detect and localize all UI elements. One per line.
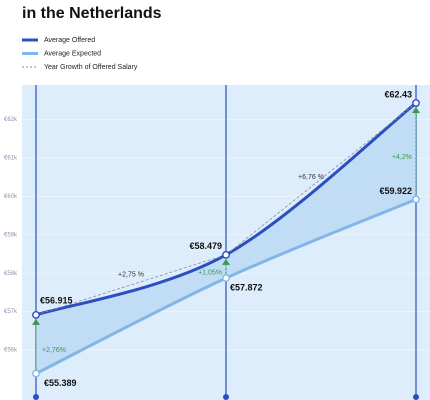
gap-arrowhead (222, 258, 230, 265)
point (32, 369, 40, 378)
growth-line (35, 102, 417, 316)
point (222, 274, 230, 283)
gap-area (36, 103, 416, 374)
point (32, 311, 40, 319)
category-dot (33, 394, 39, 400)
y-tick-label: €62k (4, 117, 18, 123)
value-label: €58.479 (189, 241, 222, 251)
y-tick-label: €57k (4, 309, 18, 315)
point (412, 99, 420, 107)
legend-label: Year Growth of Offered Salary (44, 64, 138, 71)
value-label: €59.922 (379, 186, 412, 196)
gap-label: +2,76% (42, 347, 66, 354)
y-tick-label: €56k (4, 348, 18, 354)
legend-label: Average Expected (44, 50, 101, 57)
y-tick-label: €58k (4, 271, 18, 277)
point (222, 250, 230, 259)
y-tick-label: €59k (4, 232, 18, 238)
gap-label: +1,05% (198, 269, 222, 276)
growth-label: +2,75 % (118, 272, 144, 279)
gap-label: +4,2% (392, 154, 412, 161)
value-label: €56.915 (40, 295, 73, 305)
y-tick-label: €61k (4, 156, 18, 162)
point (412, 195, 420, 204)
legend-label: Average Offered (44, 37, 95, 44)
value-label: €55.389 (44, 378, 77, 388)
category-dot (413, 394, 419, 400)
gap-arrowhead (412, 107, 420, 114)
y-tick-label: €60k (4, 194, 18, 200)
chart-title: in the Netherlands (22, 5, 162, 22)
growth-label: +6,76 % (298, 174, 324, 181)
gap-arrowhead (32, 318, 40, 325)
category-dot (223, 394, 229, 400)
value-label: €57.872 (230, 283, 263, 293)
value-label: €62.43 (384, 89, 412, 99)
